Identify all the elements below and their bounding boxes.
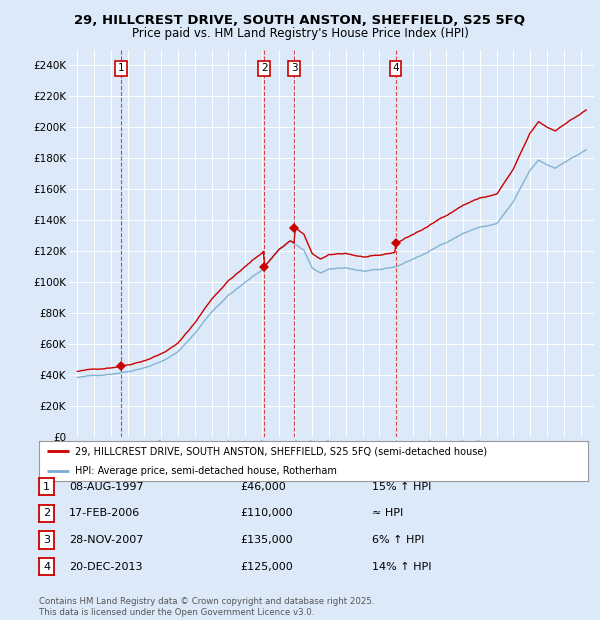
Text: £135,000: £135,000 [240,535,293,545]
Text: Contains HM Land Registry data © Crown copyright and database right 2025.
This d: Contains HM Land Registry data © Crown c… [39,598,374,617]
Text: £46,000: £46,000 [240,482,286,492]
Text: 1: 1 [43,482,50,492]
Text: 28-NOV-2007: 28-NOV-2007 [69,535,143,545]
Text: £110,000: £110,000 [240,508,293,518]
Text: 29, HILLCREST DRIVE, SOUTH ANSTON, SHEFFIELD, S25 5FQ: 29, HILLCREST DRIVE, SOUTH ANSTON, SHEFF… [74,14,526,27]
Text: 20-DEC-2013: 20-DEC-2013 [69,562,143,572]
Text: 15% ↑ HPI: 15% ↑ HPI [372,482,431,492]
Text: 08-AUG-1997: 08-AUG-1997 [69,482,143,492]
Text: 29, HILLCREST DRIVE, SOUTH ANSTON, SHEFFIELD, S25 5FQ (semi-detached house): 29, HILLCREST DRIVE, SOUTH ANSTON, SHEFF… [74,446,487,456]
Text: £125,000: £125,000 [240,562,293,572]
Text: HPI: Average price, semi-detached house, Rotherham: HPI: Average price, semi-detached house,… [74,466,337,476]
Text: 2: 2 [261,63,268,73]
Text: 3: 3 [291,63,298,73]
Text: 3: 3 [43,535,50,545]
Text: 4: 4 [43,562,50,572]
Text: 4: 4 [392,63,399,73]
Text: Price paid vs. HM Land Registry's House Price Index (HPI): Price paid vs. HM Land Registry's House … [131,27,469,40]
Text: ≈ HPI: ≈ HPI [372,508,403,518]
Text: 17-FEB-2006: 17-FEB-2006 [69,508,140,518]
Text: 6% ↑ HPI: 6% ↑ HPI [372,535,424,545]
Text: 1: 1 [118,63,124,73]
Text: 14% ↑ HPI: 14% ↑ HPI [372,562,431,572]
Text: 2: 2 [43,508,50,518]
